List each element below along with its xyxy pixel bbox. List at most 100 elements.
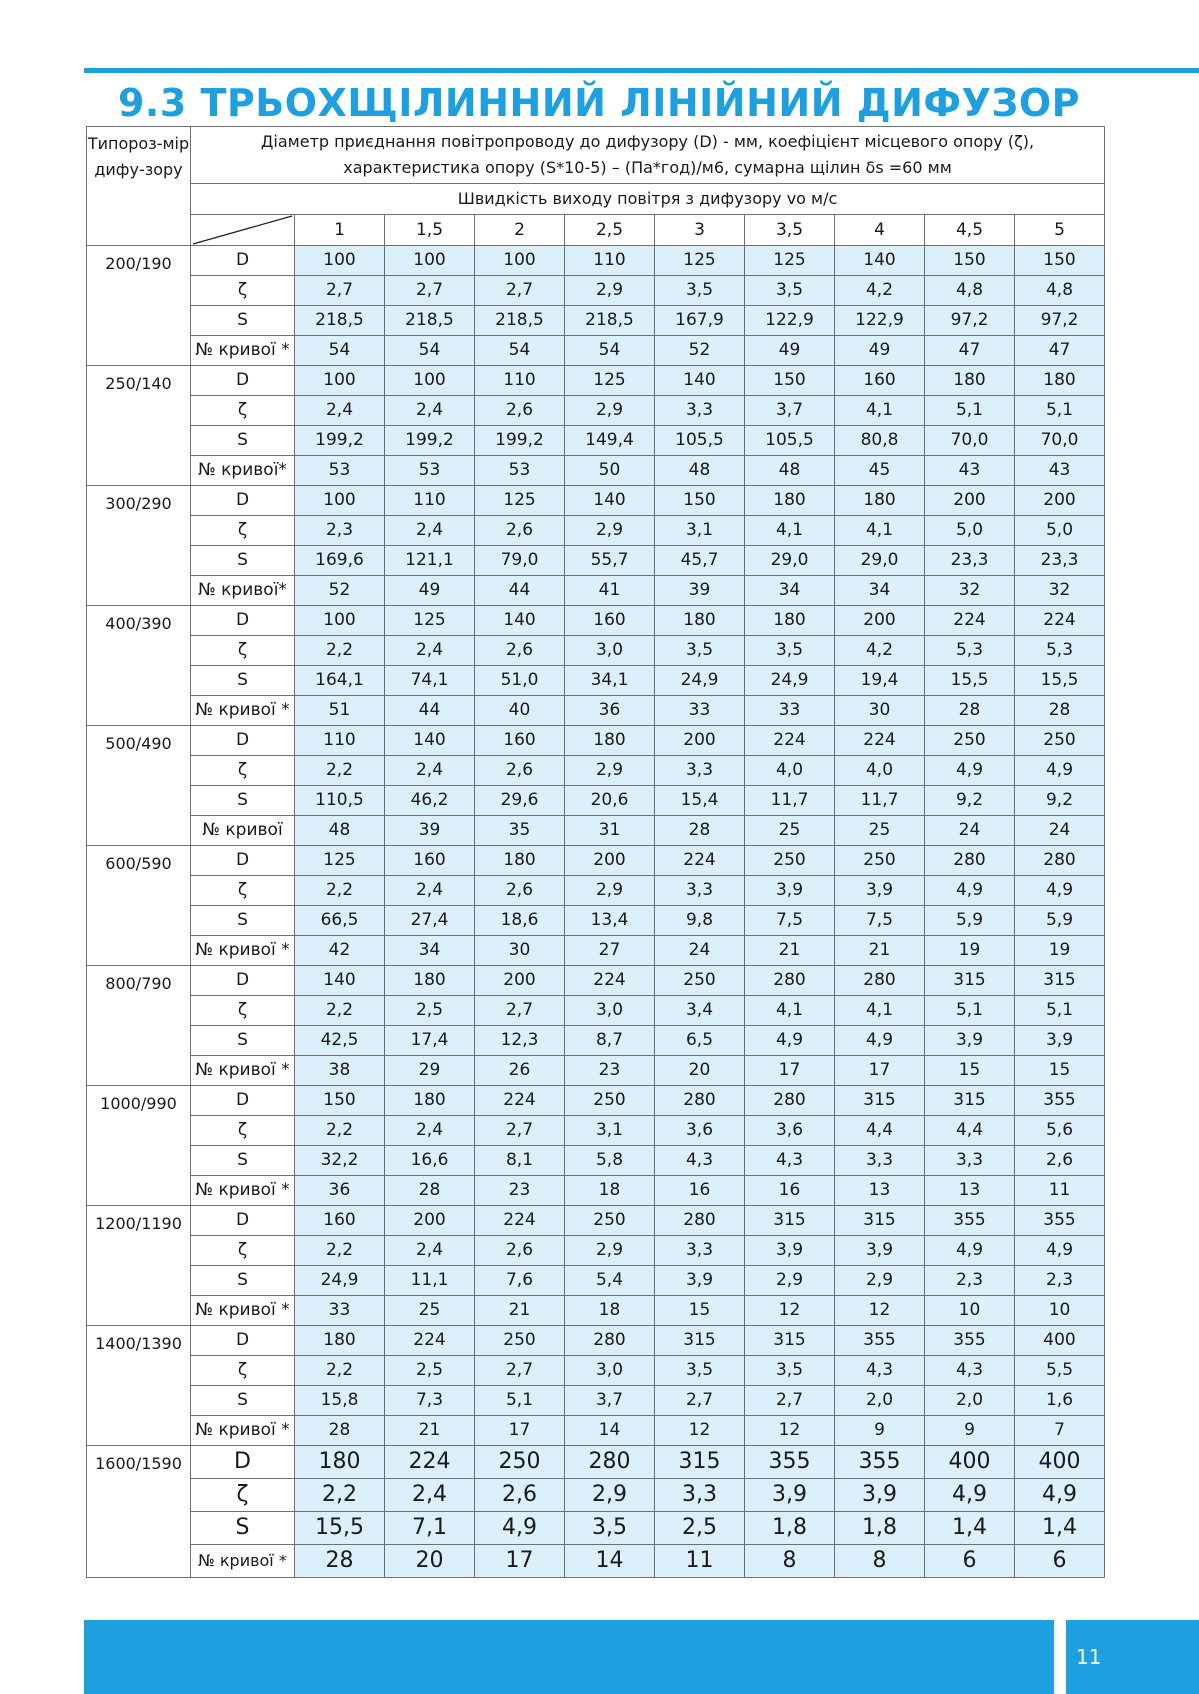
value-cell: 5,3 [924,635,1015,666]
speed-value-cell: 1,5 [384,214,475,246]
value-cell: 24,9 [654,665,745,696]
table-row: 250/140 D 100 100 110 125 140 150 160 180 180 [86,365,1106,486]
parameter-label: D [190,845,295,876]
table-row: № кривої * 36 28 23 18 16 16 13 13 11 [87,1175,1106,1206]
value-cell: 200 [384,1205,475,1236]
value-cell: 250 [654,965,745,996]
value-cell: 180 [564,725,655,756]
value-cell: 110,5 [294,785,385,816]
value-cell: 3,9 [834,1478,925,1512]
value-cell: 3,3 [924,1145,1015,1176]
value-cell: 4,9 [924,1235,1015,1266]
value-cell: 5,0 [1013,515,1106,546]
value-cell: 66,5 [294,905,385,936]
value-cell: 8 [744,1544,835,1578]
table-row: № кривої 48 39 35 31 28 25 25 24 24 [87,815,1106,846]
value-cell: 19 [1013,935,1106,966]
diagonal-divider-cell [190,214,295,246]
table-row: S 42,5 17,4 12,3 8,7 6,5 4,9 4,9 3,9 3,9 [87,1025,1106,1056]
table-row: S 110,5 46,2 29,6 20,6 15,4 11,7 11,7 9,2 9,2 [87,785,1106,816]
value-cell: 16,6 [384,1145,475,1176]
value-cell: 4,1 [834,395,925,426]
value-cell: 70,0 [1013,425,1106,456]
table-row: ζ 2,2 2,5 2,7 3,0 3,4 4,1 4,1 5,1 5,1 [87,995,1106,1026]
value-cell: 125 [564,365,655,396]
value-cell: 20,6 [564,785,655,816]
value-cell: 4,9 [924,755,1015,786]
value-cell: 280 [924,845,1015,876]
parameter-label: № кривої * [190,1544,295,1578]
type-size-cell: 300/290 [86,485,191,606]
value-cell: 32,2 [294,1145,385,1176]
value-cell: 200 [474,965,565,996]
value-cell: 315 [834,1205,925,1236]
value-cell: 33 [294,1295,385,1326]
value-cell: 26 [474,1055,565,1086]
value-cell: 28 [1013,695,1106,726]
table-row: 800/790 D 140 180 200 224 250 280 280 315 315 [86,965,1106,1086]
value-cell: 5,1 [924,395,1015,426]
value-cell: 8,1 [474,1145,565,1176]
value-cell: 44 [384,695,475,726]
parameter-label: ζ [190,1478,295,1512]
value-cell: 160 [294,1205,385,1236]
value-cell: 5,1 [924,995,1015,1026]
value-cell: 10 [1013,1295,1106,1326]
value-cell: 17 [744,1055,835,1086]
value-cell: 7 [1013,1415,1106,1446]
value-cell: 160 [564,605,655,636]
value-cell: 25 [744,815,835,846]
value-cell: 3,5 [654,635,745,666]
table-row: 1000/990 D 150 180 224 250 280 280 315 315 355 [86,1085,1106,1206]
value-cell: 9,2 [1013,785,1106,816]
value-cell: 28 [924,695,1015,726]
value-cell: 250 [564,1085,655,1116]
value-cell: 15,8 [294,1385,385,1416]
value-cell: 4,3 [924,1355,1015,1386]
value-cell: 2,7 [474,1355,565,1386]
value-cell: 200 [564,845,655,876]
value-cell: 2,4 [384,1235,475,1266]
value-cell: 250 [564,1205,655,1236]
value-cell: 11,7 [744,785,835,816]
type-size-cell: 1600/1590 [86,1445,191,1578]
value-cell: 1,6 [1013,1385,1106,1416]
parameter-label: № кривої* [190,455,295,486]
value-cell: 5,9 [1013,905,1106,936]
value-cell: 110 [294,725,385,756]
value-cell: 315 [744,1325,835,1356]
value-cell: 4,1 [834,995,925,1026]
description-line-1: Діаметр приєднання повітропроводу до диф… [260,132,1035,151]
value-cell: 51 [294,695,385,726]
table-row: ζ 2,2 2,4 2,6 2,9 3,3 3,9 3,9 4,9 4,9 [87,1235,1106,1266]
value-cell: 4,1 [744,995,835,1026]
value-cell: 4,9 [474,1511,565,1545]
value-cell: 355 [834,1445,925,1479]
value-cell: 4,8 [924,275,1015,306]
value-cell: 280 [564,1445,655,1479]
value-cell: 21 [744,935,835,966]
value-cell: 11,1 [384,1265,475,1296]
value-cell: 28 [654,815,745,846]
value-cell: 4,9 [924,875,1015,906]
parameter-label: D [190,1325,295,1356]
value-cell: 25 [834,815,925,846]
value-cell: 224 [474,1205,565,1236]
parameter-label: S [190,1265,295,1296]
value-cell: 169,6 [294,545,385,576]
value-cell: 2,9 [564,275,655,306]
parameter-label: D [190,1445,295,1479]
value-cell: 2,9 [564,515,655,546]
value-cell: 2,9 [564,1235,655,1266]
value-cell: 45 [834,455,925,486]
value-cell: 3,0 [564,995,655,1026]
value-cell: 6 [1013,1544,1106,1578]
type-size-cell: 200/190 [86,245,191,366]
value-cell: 17 [474,1415,565,1446]
value-cell: 32 [1013,575,1106,606]
value-cell: 3,6 [744,1115,835,1146]
value-cell: 3,5 [654,275,745,306]
value-cell: 105,5 [654,425,745,456]
value-cell: 16 [654,1175,745,1206]
value-cell: 4,4 [834,1115,925,1146]
